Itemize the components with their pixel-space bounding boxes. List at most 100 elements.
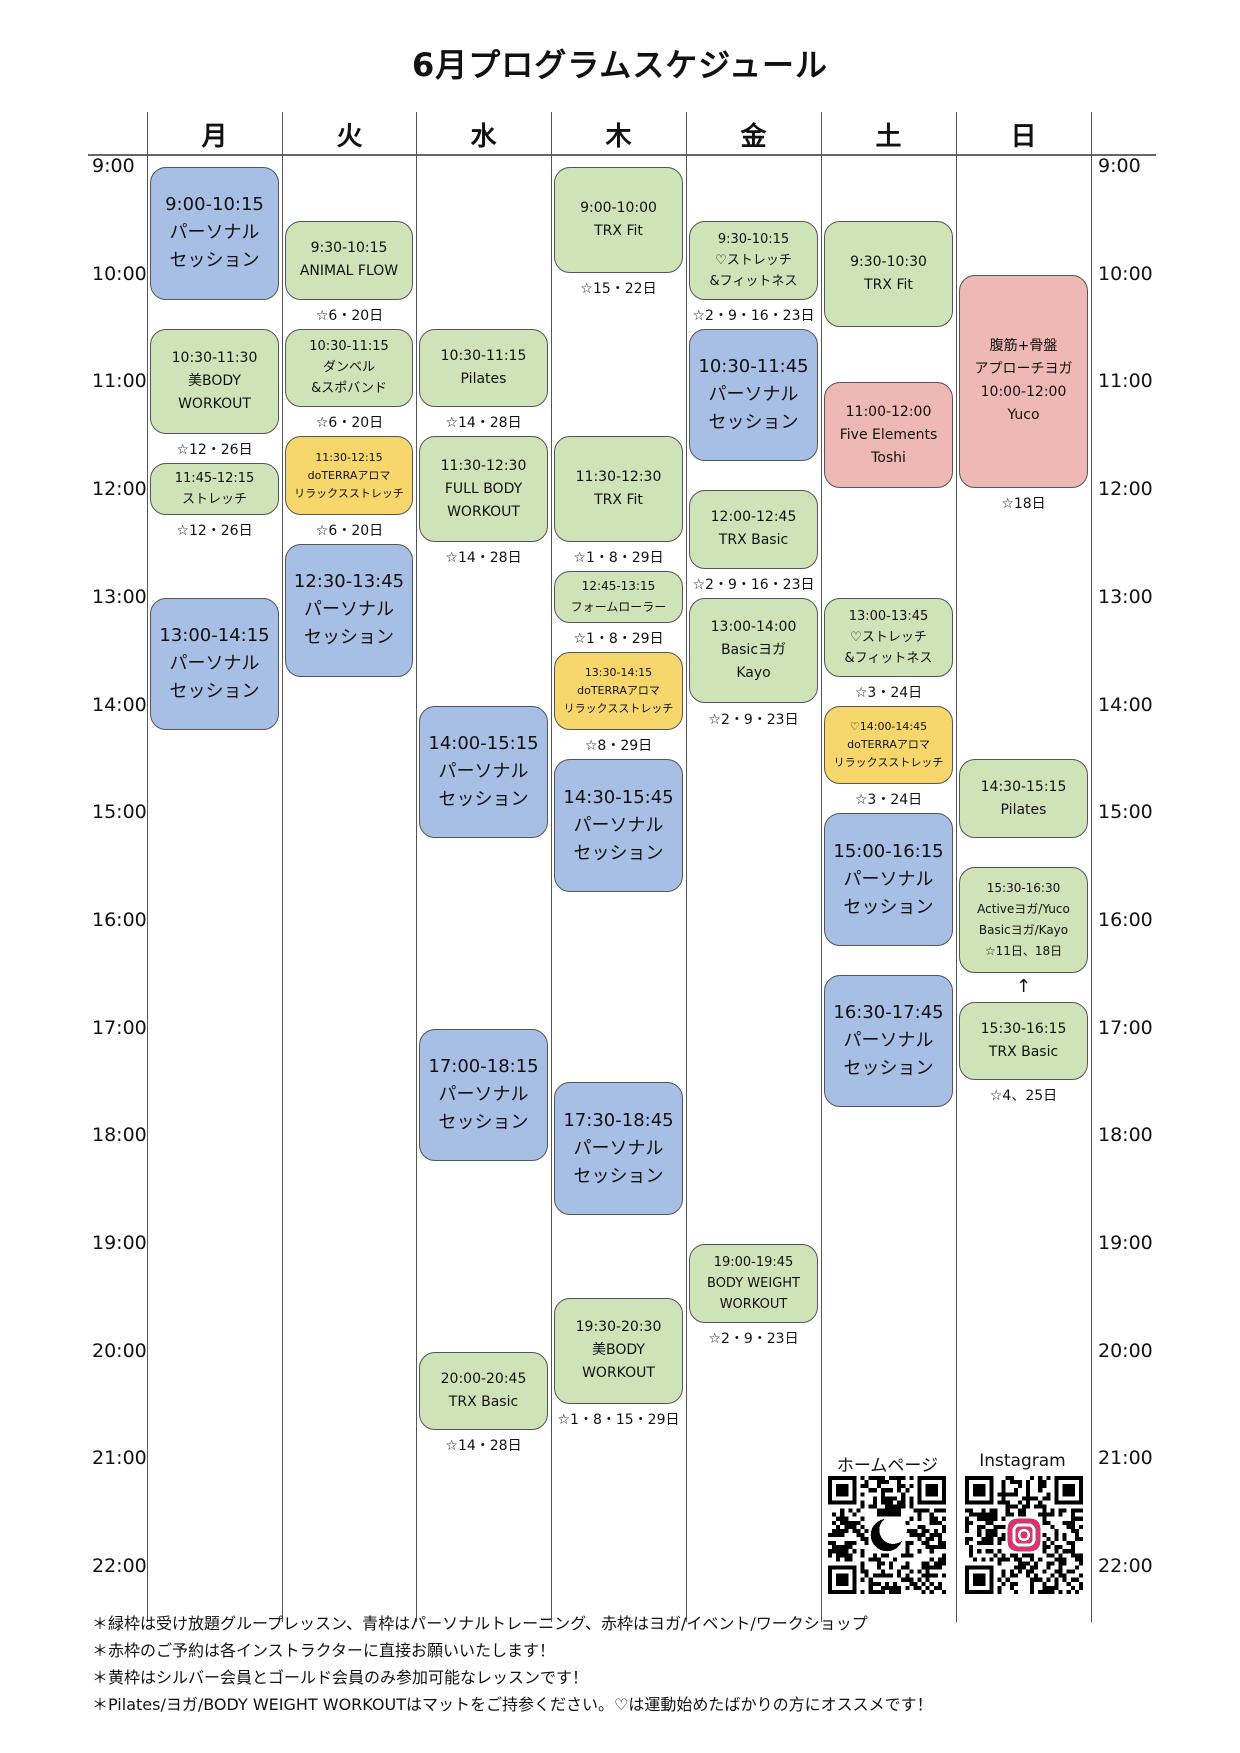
program-block[interactable]: 17:30-18:45 パーソナル セッション — [554, 1082, 683, 1216]
program-text: TRX Fit — [594, 222, 643, 239]
program-block[interactable]: 16:30-17:45 パーソナル セッション — [824, 974, 953, 1108]
program-block[interactable]: 9:00-10:15 パーソナル セッション — [150, 167, 279, 300]
program-text: 20:00-20:45 — [440, 1371, 527, 1388]
time-label-right: 11:00 — [1098, 370, 1153, 393]
program-text: Five Elements — [839, 426, 938, 443]
column-divider — [956, 112, 957, 1622]
time-label-left: 11:00 — [92, 370, 147, 393]
program-block[interactable]: ♡14:00-14:45 doTERRAアロマ リラックスストレッチ — [824, 705, 953, 785]
program-text: リラックスストレッチ — [833, 755, 944, 769]
program-text: パーソナル — [304, 599, 394, 621]
program-block[interactable]: 20:00-20:45 TRX Basic — [419, 1351, 548, 1431]
program-block[interactable]: 15:00-16:15 パーソナル セッション — [824, 813, 953, 946]
footer-note: ＊黄枠はシルバー会員とゴールド会員のみ参加可能なレッスンです！ — [92, 1668, 589, 1687]
program-text: TRX Fit — [594, 492, 643, 509]
program-block[interactable]: 15:30-16:30 Activeヨガ/Yuco Basicヨガ/Kayo ☆11日… — [959, 867, 1088, 973]
homepage-qr-code[interactable] — [828, 1476, 946, 1594]
program-text: doTERRAアロマ — [847, 737, 930, 751]
program-text: セッション — [169, 250, 260, 272]
program-block[interactable]: 12:30-13:45 パーソナル セッション — [285, 543, 413, 677]
time-label-right: 13:00 — [1098, 585, 1153, 608]
program-text: Activeヨガ/Yuco — [977, 901, 1070, 916]
program-dates-note: ☆1・8・29日 — [573, 630, 664, 647]
page-title: 6月プログラムスケジュール — [411, 46, 829, 84]
program-text: 10:30-11:15 — [440, 347, 527, 364]
program-text: Toshi — [871, 449, 906, 466]
program-dates-note: ☆6・20日 — [315, 415, 384, 432]
program-block[interactable]: 11:00-12:00 Five Elements Toshi — [824, 382, 953, 489]
instagram-qr-label: Instagram — [979, 1451, 1066, 1471]
program-text: ♡14:00-14:45 — [849, 719, 928, 733]
time-label-right: 18:00 — [1098, 1124, 1153, 1147]
time-label-left: 17:00 — [92, 1016, 147, 1039]
time-label-right: 19:00 — [1098, 1232, 1153, 1254]
program-block[interactable]: 13:30-14:15 doTERRAアロマ リラックスストレッチ — [554, 651, 683, 731]
program-block[interactable]: 9:30-10:15 ♡ストレッチ &フィットネス — [689, 220, 818, 300]
program-text: 14:00-15:15 — [428, 732, 539, 754]
program-block[interactable]: 11:30-12:15 doTERRAアロマ リラックスストレッチ — [285, 436, 413, 516]
program-block[interactable]: 12:00-12:45 TRX Basic — [689, 490, 818, 569]
program-block[interactable]: 12:45-13:15 フォームローラー — [554, 570, 683, 623]
program-block[interactable]: 腹筋+骨盤 アプローチヨガ 10:00-12:00 Yuco — [959, 274, 1088, 489]
program-block[interactable]: 9:30-10:30 TRX Fit — [824, 220, 953, 327]
program-dates-note: ☆3・24日 — [854, 684, 923, 701]
program-block[interactable]: 11:45-12:15 ストレッチ — [150, 463, 279, 516]
program-block[interactable]: 9:30-10:15 ANIMAL FLOW — [285, 220, 413, 300]
program-text: ダンベル — [322, 360, 375, 376]
time-label-left: 14:00 — [92, 693, 147, 716]
program-text: Pilates — [1000, 801, 1047, 818]
program-block[interactable]: 15:30-16:15 TRX Basic — [959, 1001, 1088, 1081]
program-block[interactable]: 9:00-10:00 TRX Fit — [554, 167, 683, 273]
program-text: 15:00-16:15 — [833, 840, 944, 862]
program-dates-note: ☆18日 — [1001, 496, 1046, 513]
program-text: 11:30-12:30 — [575, 469, 662, 486]
program-text: doTERRAアロマ — [307, 468, 391, 482]
program-text: 11:30-12:15 — [315, 450, 383, 464]
time-label-left: 18:00 — [92, 1124, 147, 1147]
program-text: 19:00-19:45 — [713, 1254, 794, 1270]
up-arrow-icon: ↑ — [1015, 975, 1032, 997]
program-block[interactable]: 17:00-18:15 パーソナル セッション — [419, 1028, 548, 1162]
program-block[interactable]: 11:30-12:30 FULL BODY WORKOUT — [419, 436, 548, 542]
program-dates-note: ☆6・20日 — [315, 307, 384, 324]
program-block[interactable]: 10:30-11:15 ダンベル &スポバンド — [285, 328, 413, 408]
program-text: 9:30-10:15 — [310, 240, 388, 257]
program-text: Yuco — [1007, 407, 1040, 424]
program-text: パーソナル — [169, 222, 260, 244]
program-block[interactable]: 14:00-15:15 パーソナル セッション — [419, 705, 548, 839]
program-text: 10:30-11:45 — [698, 355, 809, 377]
program-block[interactable]: 11:30-12:30 TRX Fit — [554, 436, 683, 542]
program-block[interactable]: 14:30-15:45 パーソナル セッション — [554, 759, 683, 892]
program-block[interactable]: 13:00-14:15 パーソナル セッション — [150, 597, 279, 731]
program-dates-note: ☆14・28日 — [445, 1438, 522, 1455]
program-block[interactable]: 13:00-14:00 Basicヨガ Kayo — [689, 597, 818, 704]
program-block[interactable]: 10:30-11:45 パーソナル セッション — [689, 328, 818, 462]
program-block[interactable]: 10:30-11:30 美BODY WORKOUT — [150, 328, 279, 435]
program-text: ストレッチ — [181, 492, 247, 508]
program-text: &スポバンド — [311, 381, 387, 397]
program-text: 12:30-13:45 — [293, 571, 405, 593]
column-divider — [551, 112, 552, 1622]
program-text: 15:30-16:30 — [986, 880, 1061, 895]
program-block[interactable]: 19:30-20:30 美BODY WORKOUT — [554, 1297, 683, 1404]
program-dates-note: ☆12・26日 — [176, 523, 253, 540]
program-text: セッション — [438, 1111, 529, 1133]
time-label-right: 14:00 — [1098, 693, 1153, 716]
time-label-left: 16:00 — [92, 908, 147, 931]
program-block[interactable]: 14:30-15:15 Pilates — [959, 759, 1088, 839]
column-divider — [821, 112, 822, 1622]
program-text: doTERRAアロマ — [577, 684, 660, 698]
program-text: セッション — [438, 788, 529, 810]
time-label-right: 15:00 — [1098, 801, 1153, 824]
instagram-qr-code[interactable] — [965, 1476, 1083, 1594]
program-text: 10:30-11:30 — [171, 349, 258, 366]
program-text: セッション — [573, 1165, 664, 1187]
program-text: TRX Basic — [448, 1394, 519, 1411]
program-dates-note: ☆6・20日 — [315, 523, 384, 540]
program-text: WORKOUT — [178, 395, 251, 412]
program-block[interactable]: 19:00-19:45 BODY WEIGHT WORKOUT — [689, 1244, 818, 1323]
footer-note: ＊Pilates/ヨガ/BODY WEIGHT WORKOUTはマットをご持参く… — [92, 1695, 933, 1714]
program-text: 13:00-14:00 — [710, 619, 797, 636]
program-block[interactable]: 13:00-13:45 ♡ストレッチ &フィットネス — [824, 597, 953, 677]
program-block[interactable]: 10:30-11:15 Pilates — [419, 328, 548, 408]
